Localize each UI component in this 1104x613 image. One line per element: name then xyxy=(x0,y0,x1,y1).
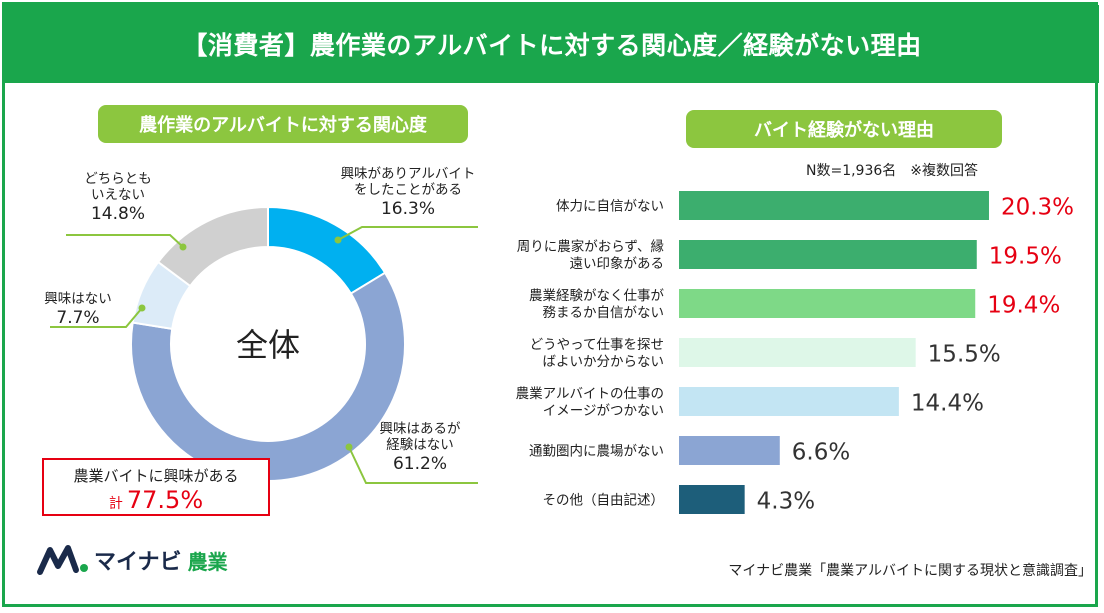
bar-value-label: 4.3% xyxy=(757,489,815,515)
bar-category-label: どうやって仕事を探せばよいか分からない xyxy=(530,337,664,370)
donut-slice-label: 興味はない xyxy=(44,291,112,307)
donut-leader-dot xyxy=(345,443,353,451)
brand-logo: マイナビ 農業 xyxy=(36,540,228,580)
donut-slice xyxy=(130,271,406,482)
donut-leader-line xyxy=(337,226,478,241)
bar-value-label: 6.6% xyxy=(792,440,850,466)
outer-frame xyxy=(2,2,1098,607)
bar-heading: バイト経験がない理由 xyxy=(686,110,1002,148)
donut-heading: 農作業のアルバイトに対する関心度 xyxy=(98,105,468,143)
bar-value-label: 20.3% xyxy=(1001,195,1074,221)
bar-category-label: 農業アルバイトの仕事のイメージがつかない xyxy=(516,386,664,419)
interest-total-callout: 農業バイトに興味がある 計 77.5% xyxy=(42,458,270,516)
donut-leader-dot xyxy=(334,236,342,244)
source-credit: マイナビ農業「農業アルバイトに関する現状と意識調査」 xyxy=(728,563,1092,579)
bar xyxy=(679,338,916,367)
bar xyxy=(679,191,989,220)
donut-center-label: 全体 xyxy=(236,326,300,364)
sample-size-note: N数=1,936名 ※複数回答 xyxy=(806,163,979,179)
donut-slice-label: どちらともいえない xyxy=(84,171,152,203)
bar xyxy=(679,436,780,465)
donut-slice-value: 61.2% xyxy=(393,454,447,474)
donut-leader-dot xyxy=(138,304,146,312)
donut-leader-dot xyxy=(179,243,187,251)
logo-text: マイナビ xyxy=(94,550,182,575)
callout-prefix: 計 xyxy=(108,496,123,512)
callout-total: 計 77.5% xyxy=(44,486,268,514)
page-title: 【消費者】農作業のアルバイトに対する関心度／経験がない理由 xyxy=(5,5,1099,83)
donut-slice-label: 興味がありアルバイトをしたことがある xyxy=(341,166,476,198)
bar-category-label: その他（自由記述） xyxy=(543,492,665,509)
bar-category-label: 周りに農家がおらず、縁遠い印象がある xyxy=(517,238,664,272)
callout-label: 農業バイトに興味がある xyxy=(73,467,239,485)
donut-slice xyxy=(156,205,269,288)
donut-leader-line xyxy=(348,446,478,484)
bar-value-label: 14.4% xyxy=(911,391,984,417)
bar-category-label: 農業経験がなく仕事が務まるか自信がない xyxy=(529,288,664,321)
bar xyxy=(679,240,977,269)
bar-value-label: 19.4% xyxy=(987,293,1060,319)
donut-slice-value: 7.7% xyxy=(56,308,99,328)
donut-leader-line xyxy=(50,307,143,328)
mynavi-logo-icon xyxy=(37,545,88,575)
callout-value: 77.5% xyxy=(126,486,204,514)
donut-slice-label: 興味はあるが経験はない xyxy=(380,421,461,453)
bar-value-label: 19.5% xyxy=(989,244,1062,270)
bar xyxy=(679,387,899,416)
bar-category-label: 体力に自信がない xyxy=(556,199,664,215)
donut-slice xyxy=(267,205,387,295)
bar xyxy=(679,289,976,318)
bar-category-label: 通勤圏内に農場がない xyxy=(529,444,664,460)
bar xyxy=(679,485,745,514)
donut-slice-value: 14.8% xyxy=(91,204,145,224)
logo-subtext: 農業 xyxy=(187,549,228,574)
donut-leader-line xyxy=(66,234,184,248)
bar-value-label: 15.5% xyxy=(928,342,1001,368)
donut-slice-value: 16.3% xyxy=(381,199,435,219)
